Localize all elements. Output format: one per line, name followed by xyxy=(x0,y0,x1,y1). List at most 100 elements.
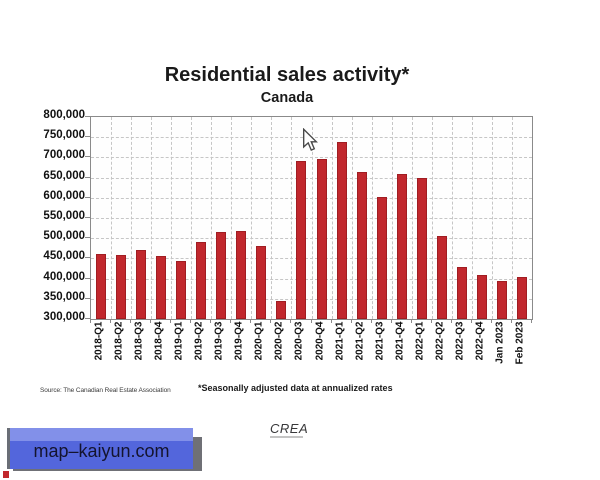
gridline-v xyxy=(492,117,493,319)
bar-2018-Q3 xyxy=(136,250,146,319)
bar-2019-Q4 xyxy=(236,231,246,319)
x-axis-tick xyxy=(431,319,432,323)
x-axis-tick xyxy=(290,319,291,323)
x-axis-tick xyxy=(531,319,532,323)
x-axis-label: 2019-Q1 xyxy=(173,321,185,361)
bar-2022-Q4 xyxy=(477,275,487,319)
y-axis-label: 500,000 xyxy=(43,230,85,242)
x-axis-label: 2021-Q2 xyxy=(354,321,366,361)
bar-2018-Q2 xyxy=(116,255,126,319)
x-axis-label: 2022-Q3 xyxy=(454,321,466,361)
x-axis-tick xyxy=(210,319,211,323)
gridline-v xyxy=(452,117,453,319)
gridline-v xyxy=(271,117,272,319)
gridline-v xyxy=(472,117,473,319)
chart-title: Residential sales activity* xyxy=(164,64,410,86)
y-axis-label: 700,000 xyxy=(43,149,85,161)
y-axis-tick xyxy=(85,278,90,279)
mouse-cursor-icon xyxy=(302,128,318,152)
gridline-v xyxy=(231,117,232,319)
bar-2018-Q1 xyxy=(96,254,106,319)
x-axis-tick xyxy=(150,319,151,323)
bar-Jan 2023 xyxy=(497,281,507,319)
gridline-h xyxy=(91,198,532,199)
y-axis-label: 350,000 xyxy=(43,291,85,303)
y-axis-label: 300,000 xyxy=(43,311,85,323)
watermark-banner-text: map–kaiyun.com xyxy=(33,441,170,461)
gridline-v xyxy=(412,117,413,319)
gridline-v xyxy=(131,117,132,319)
x-axis-label: 2022-Q2 xyxy=(434,321,446,361)
x-axis-label: 2018-Q2 xyxy=(113,321,125,361)
gridline-h xyxy=(91,279,532,280)
crea-logo: CREA xyxy=(270,421,309,436)
x-axis-tick xyxy=(331,319,332,323)
x-axis-label: 2019-Q2 xyxy=(193,321,205,361)
y-axis-tick xyxy=(85,298,90,299)
x-axis-tick xyxy=(371,319,372,323)
gridline-v xyxy=(392,117,393,319)
x-axis-label: 2019-Q3 xyxy=(213,321,225,361)
y-axis-label: 400,000 xyxy=(43,271,85,283)
gridline-v xyxy=(251,117,252,319)
chart-footnote: *Seasonally adjusted data at annualized … xyxy=(198,383,393,393)
x-axis-tick xyxy=(270,319,271,323)
bar-2020-Q1 xyxy=(256,246,266,319)
bar-2022-Q1 xyxy=(417,178,427,319)
y-axis-label: 450,000 xyxy=(43,250,85,262)
bar-2018-Q4 xyxy=(156,256,166,319)
bar-2020-Q4 xyxy=(317,159,327,319)
x-axis-label: 2020-Q2 xyxy=(273,321,285,361)
gridline-h xyxy=(91,299,532,300)
gridline-v xyxy=(111,117,112,319)
x-axis-label: 2018-Q3 xyxy=(133,321,145,361)
y-axis-tick xyxy=(85,237,90,238)
x-axis-tick xyxy=(391,319,392,323)
x-axis-label: Feb 2023 xyxy=(514,321,526,365)
bar-2019-Q1 xyxy=(176,261,186,319)
gridline-v xyxy=(432,117,433,319)
y-axis-tick xyxy=(85,197,90,198)
gridline-v xyxy=(352,117,353,319)
x-axis-tick xyxy=(351,319,352,323)
y-axis-label: 800,000 xyxy=(43,109,85,121)
gridline-v xyxy=(372,117,373,319)
gridline-v xyxy=(151,117,152,319)
bar-2021-Q1 xyxy=(337,142,347,319)
gridline-h xyxy=(91,238,532,239)
x-axis-tick xyxy=(110,319,111,323)
x-axis-tick xyxy=(130,319,131,323)
y-axis-tick xyxy=(85,318,90,319)
x-axis-tick xyxy=(471,319,472,323)
x-axis-tick xyxy=(411,319,412,323)
gridline-v xyxy=(211,117,212,319)
y-axis-tick xyxy=(85,217,90,218)
crea-logo-underline xyxy=(270,436,303,438)
x-axis-tick xyxy=(90,319,91,323)
x-axis-tick xyxy=(230,319,231,323)
gridline-v xyxy=(332,117,333,319)
x-axis-label: Jan 2023 xyxy=(494,321,506,364)
x-axis-label: 2018-Q4 xyxy=(153,321,165,361)
gridline-v xyxy=(512,117,513,319)
gridline-v xyxy=(312,117,313,319)
x-axis-tick xyxy=(511,319,512,323)
gridline-h xyxy=(91,258,532,259)
x-axis-label: 2021-Q3 xyxy=(374,321,386,361)
bar-2020-Q2 xyxy=(276,301,286,319)
bar-2021-Q4 xyxy=(397,174,407,319)
x-axis-label: 2021-Q4 xyxy=(394,321,406,361)
bar-2022-Q3 xyxy=(457,267,467,319)
x-axis-tick xyxy=(311,319,312,323)
x-axis-tick xyxy=(491,319,492,323)
bar-2019-Q2 xyxy=(196,242,206,319)
x-axis-label: 2019-Q4 xyxy=(233,321,245,361)
x-axis-label: 2022-Q4 xyxy=(474,321,486,361)
gridline-v xyxy=(291,117,292,319)
bar-2021-Q2 xyxy=(357,172,367,319)
x-axis-tick xyxy=(451,319,452,323)
gridline-h xyxy=(91,178,532,179)
gridline-v xyxy=(171,117,172,319)
x-axis-label: 2022-Q1 xyxy=(414,321,426,361)
